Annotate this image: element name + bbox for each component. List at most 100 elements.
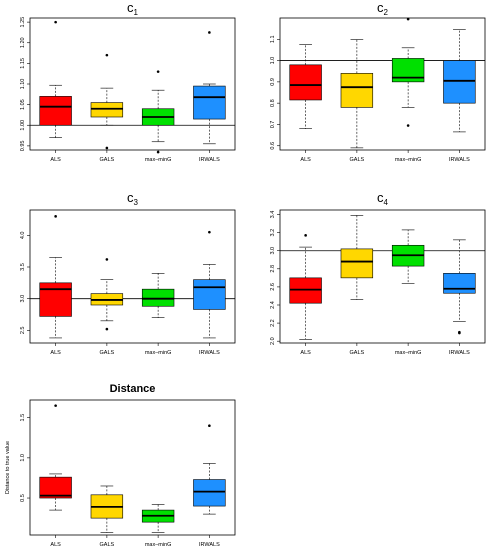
box-maxming [391,229,425,284]
box-body [289,64,322,101]
x-category-label: ALS [300,157,311,163]
y-tick-label: 2.4 [270,301,276,309]
box-irwals [193,31,226,145]
outlier-point [208,230,211,234]
box-irwals [193,230,226,339]
box-als [289,44,322,130]
box-als [289,234,322,340]
outlier-point [105,146,109,150]
box-body [289,277,322,304]
box-maxming [141,273,175,318]
x-category-label: max–minG [395,157,422,163]
box-gals [340,215,374,300]
chart-title-subscript: 4 [384,198,389,207]
y-tick-label: 0.8 [270,99,276,107]
chart-title: c2 [377,0,389,17]
x-category-label: ALS [50,350,61,356]
box-maxming [141,70,175,154]
x-category-label: IRWALS [199,350,220,356]
y-tick-label: 2.5 [20,327,26,335]
x-category-label: IRWALS [449,350,470,356]
chart-title: c4 [377,190,389,207]
outlier-point [208,31,211,34]
box-gals [90,53,124,150]
y-tick-label: 3.0 [270,247,276,255]
chart-panel-4: c4 2.0 2.2 2.4 2.6 2.8 3.0 3.2 3.4 ALS GALS max–min… [270,190,486,356]
y-tick-label: 0.95 [20,141,26,152]
chart-title-main: Distance [110,383,156,395]
box-irwals [193,424,226,515]
box-body [340,73,374,108]
y-tick-label: 1.1 [270,35,276,43]
x-category-label: GALS [350,350,365,356]
box-body [39,96,72,126]
x-category-label: max–minG [145,350,172,356]
y-tick-label: 0.5 [20,494,26,502]
y-tick-label: 1.00 [20,120,26,131]
box-body [193,85,226,120]
y-tick-label: 4.0 [20,232,26,240]
x-category-label: GALS [350,157,365,163]
y-tick-label: 0.9 [270,78,276,86]
box-body [340,248,374,279]
x-category-label: GALS [100,157,115,163]
outlier-point [304,234,307,237]
outlier-point [105,327,109,331]
y-tick-label: 1.0 [270,57,276,65]
y-tick-label: 1.25 [20,17,26,28]
y-tick-label: 0.6 [270,142,276,150]
box-als [39,20,72,138]
box-irwals [443,239,476,335]
x-category-label: ALS [300,350,311,356]
plot-frame [279,17,486,151]
box-maxming [141,504,175,533]
chart-panel-5: Distance Distance to true value 0.5 1.0 1.5 A… [5,383,236,548]
outlier-point [406,17,410,21]
chart-title: c3 [127,190,139,207]
chart-title-main: c [127,190,134,205]
box-gals [340,38,374,149]
y-tick-label: 1.10 [20,79,26,90]
outlier-point [406,124,410,127]
box-irwals [443,29,476,133]
box-maxming [391,17,425,127]
chart-title: Distance [110,383,156,395]
plot-frame [29,209,236,344]
box-body [193,479,226,507]
x-category-label: ALS [50,542,61,548]
x-category-label: ALS [50,157,61,163]
chart-title-main: c [377,190,384,205]
box-gals [90,485,124,533]
y-tick-label: 2.6 [270,283,276,291]
x-category-label: IRWALS [449,157,470,163]
y-tick-label: 1.0 [20,454,26,462]
outlier-point [54,20,57,24]
x-category-label: max–minG [145,157,172,163]
y-tick-label: 1.5 [20,414,26,422]
y-tick-label: 1.20 [20,37,26,48]
chart-title-subscript: 1 [134,8,139,17]
y-tick-label: 2.2 [270,319,276,327]
y-axis-label: Distance to true value [5,441,11,494]
box-body [391,58,425,83]
box-als [39,215,72,339]
plot-frame [29,399,236,536]
chart-title: c1 [127,0,139,17]
x-category-label: IRWALS [199,157,220,163]
x-category-label: max–minG [395,350,422,356]
box-als [39,404,72,511]
x-category-label: max–minG [145,542,172,548]
box-body [39,282,72,317]
box-body [443,273,476,294]
x-category-label: IRWALS [199,542,220,548]
box-body [141,288,175,307]
outlier-point [105,53,109,57]
chart-panel-1: c1 0.95 1.00 1.05 1.10 1.15 1.20 1.25 ALS GALS max… [20,0,236,163]
y-tick-label: 3.0 [20,295,26,303]
y-tick-label: 3.4 [270,211,276,219]
box-body [90,102,124,118]
box-body [193,279,226,310]
box-body [39,476,72,499]
outlier-point [156,70,160,73]
outlier-point [54,215,57,218]
